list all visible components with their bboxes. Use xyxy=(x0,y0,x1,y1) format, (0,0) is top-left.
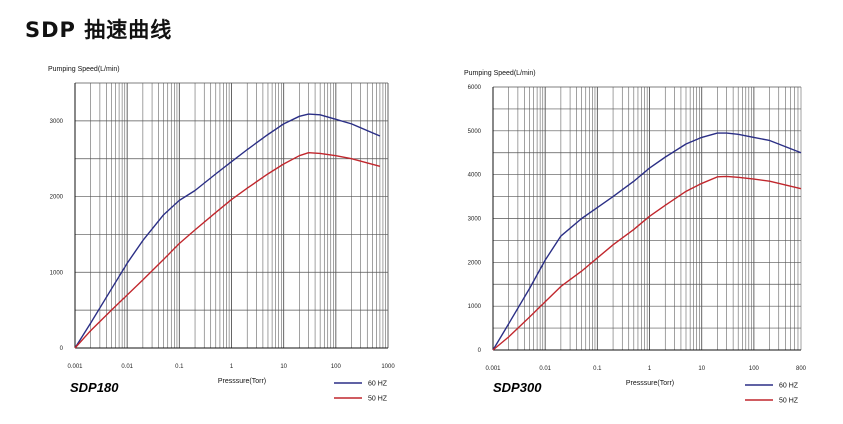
x-axis-label: Presssure(Torr) xyxy=(626,380,674,387)
y-tick-label: 6000 xyxy=(468,85,482,91)
x-tick-label: 0.1 xyxy=(593,366,602,372)
x-tick-label: 0.001 xyxy=(67,364,83,370)
x-tick-label: 1 xyxy=(230,364,234,370)
y-tick-label: 4000 xyxy=(468,173,482,179)
model-name: SDP300 xyxy=(493,380,542,395)
series-line-50hz xyxy=(74,151,381,349)
series-line-60hz xyxy=(492,132,802,351)
y-tick-label: 5000 xyxy=(468,129,482,135)
legend-label: 50 HZ xyxy=(779,398,799,405)
chart-sdp180: 0 1000 2000 3000 0.001 0.01 0.1 1 10 100 1000 Pumpi… xyxy=(48,66,395,403)
model-name: SDP180 xyxy=(70,380,119,395)
series-line-50hz xyxy=(492,175,802,351)
x-tick-label: 800 xyxy=(796,366,807,372)
y-tick-label: 2000 xyxy=(468,260,482,266)
legend-label: 60 HZ xyxy=(368,381,388,388)
legend-label: 50 HZ xyxy=(368,396,388,403)
x-tick-label: 100 xyxy=(749,366,760,372)
legend-label: 60 HZ xyxy=(779,383,799,390)
x-tick-label: 0.001 xyxy=(485,366,501,372)
x-tick-label: 1000 xyxy=(381,364,395,370)
x-tick-label: 0.01 xyxy=(539,366,551,372)
y-tick-label: 0 xyxy=(478,348,482,354)
x-tick-label: 0.01 xyxy=(121,364,133,370)
y-tick-label: 1000 xyxy=(50,270,64,276)
x-tick-label: 0.1 xyxy=(175,364,184,370)
y-axis-label: Pumping Speed(L/min) xyxy=(48,66,120,73)
x-tick-label: 10 xyxy=(698,366,705,372)
series-line-60hz xyxy=(74,113,381,349)
y-tick-label: 3000 xyxy=(50,119,64,125)
page-title: SDP 抽速曲线 xyxy=(25,18,173,42)
y-tick-label: 2000 xyxy=(50,195,64,201)
x-tick-label: 100 xyxy=(331,364,342,370)
y-tick-label: 1000 xyxy=(468,304,482,310)
x-tick-label: 10 xyxy=(280,364,287,370)
x-axis-label: Presssure(Torr) xyxy=(218,378,266,385)
y-tick-label: 0 xyxy=(60,346,64,352)
y-axis-label: Pumping Speed(L/min) xyxy=(464,70,536,77)
x-tick-label: 1 xyxy=(648,366,652,372)
y-tick-label: 3000 xyxy=(468,217,482,223)
chart-sdp300: 0 1000 2000 3000 4000 5000 6000 0.001 0.01 0.1 1 10… xyxy=(464,70,807,405)
